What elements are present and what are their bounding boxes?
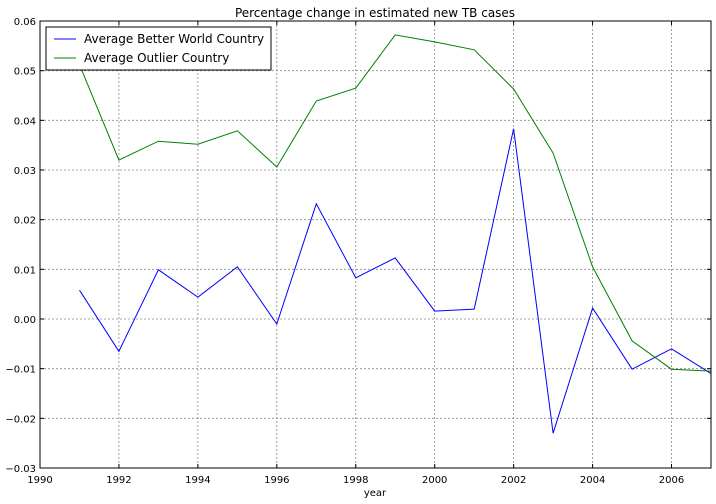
legend-label-0: Average Better World Country: [84, 32, 264, 46]
y-tick-label: −0.03: [5, 464, 36, 475]
x-axis-label: year: [364, 488, 387, 499]
x-tick-label: 2002: [501, 475, 526, 486]
y-tick-label: 0.04: [14, 116, 36, 127]
y-tick-label: 0.01: [14, 265, 36, 276]
y-tick-label: −0.01: [5, 365, 36, 376]
y-axis: −0.03 −0.02 −0.01 0.00 0.01 0.02 0.03 0.04 0.05 0…: [5, 17, 711, 475]
x-axis: 1990 1992 1994 1996 1998 2000 2002 2004 2006: [27, 21, 684, 486]
series-line-1: [79, 34, 712, 372]
x-tick-label: 2004: [580, 475, 605, 486]
x-tick-label: 1994: [185, 475, 210, 486]
legend-box: [45, 26, 272, 71]
chart-title: Percentage change in estimated new TB ca…: [235, 6, 515, 20]
y-tick-label: 0.06: [14, 17, 36, 28]
x-tick-label: 1992: [106, 475, 131, 486]
legend: Average Better World Country Average Outl…: [45, 26, 272, 71]
x-tick-label: 2006: [659, 475, 684, 486]
x-tick-label: 2000: [422, 475, 447, 486]
y-tick-label: −0.02: [5, 414, 36, 425]
plot-frame: [39, 20, 712, 469]
x-tick-label: 1998: [343, 475, 368, 486]
grid: [39, 20, 711, 469]
x-tick-label: 1996: [264, 475, 289, 486]
legend-label-1: Average Outlier Country: [84, 51, 229, 65]
y-tick-label: 0.00: [14, 315, 36, 326]
series-line-0: [79, 128, 712, 434]
y-tick-label: 0.05: [14, 67, 36, 78]
y-tick-label: 0.03: [14, 166, 36, 177]
y-tick-label: 0.02: [14, 216, 36, 227]
series-lines: [79, 34, 712, 434]
x-tick-label: 1990: [27, 475, 52, 486]
